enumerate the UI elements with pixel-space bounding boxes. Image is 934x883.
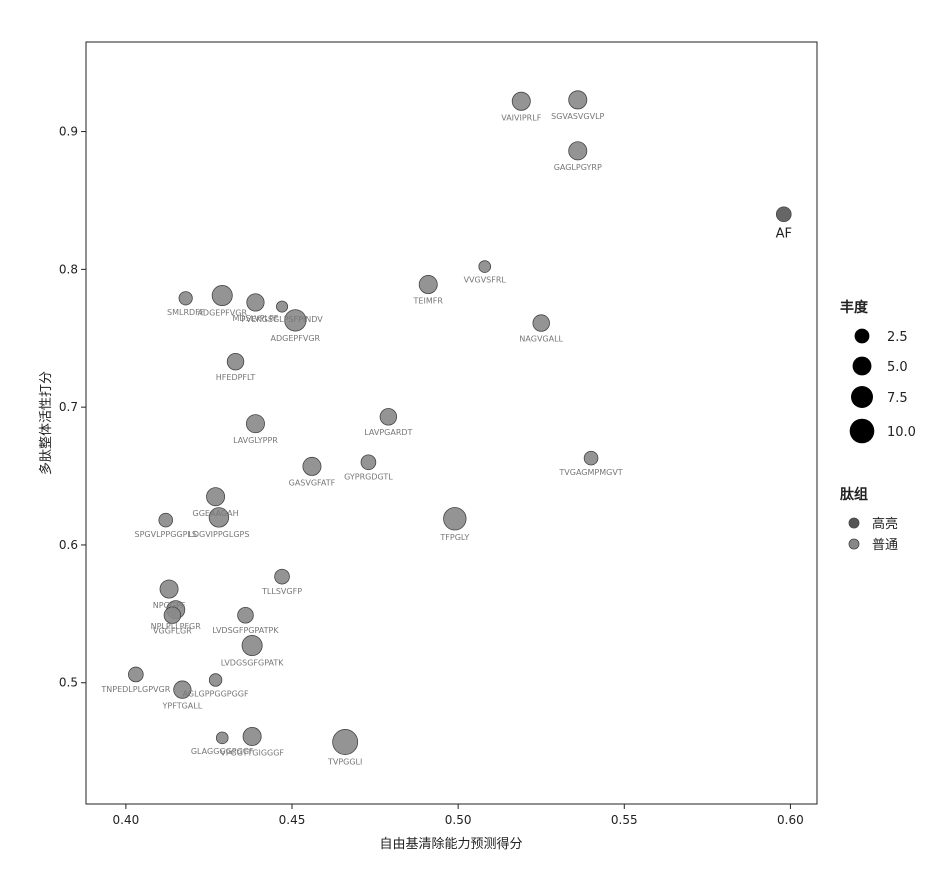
point-label: VAIVIPRLF — [501, 113, 541, 122]
x-tick-label: 0.45 — [279, 813, 306, 827]
size-legend-label: 7.5 — [887, 391, 908, 406]
point-label: LVDSGFPGPATPK — [212, 626, 279, 635]
x-tick-label: 0.50 — [445, 813, 472, 827]
point-label: NAGVGALL — [519, 334, 563, 343]
data-point — [444, 507, 467, 530]
data-point — [247, 294, 264, 311]
point-label: VVGVSFRL — [464, 275, 507, 284]
point-label: AF — [776, 227, 792, 242]
point-label: TNPEDLPLGPVGR — [100, 685, 170, 694]
size-legend-label: 10.0 — [887, 425, 916, 440]
point-label: GYPRGDGTL — [344, 473, 393, 482]
point-label: LDGVIPPGLGPS — [188, 530, 249, 539]
x-tick-label: 0.40 — [113, 813, 140, 827]
point-label: ADGEPFVGR — [271, 334, 321, 343]
data-point — [776, 207, 791, 222]
data-point — [128, 667, 143, 682]
point-label: FVEKGSGLPSFPINDV — [241, 315, 323, 324]
point-label: TFPGLY — [439, 533, 469, 542]
size-legend-key — [851, 386, 873, 408]
data-point — [361, 455, 376, 470]
data-point — [159, 513, 173, 527]
data-point — [276, 301, 287, 312]
size-legend-label: 2.5 — [887, 330, 908, 345]
data-point — [238, 607, 254, 623]
point-label: SGVASVGVLP — [551, 112, 604, 121]
y-tick-label: 0.5 — [59, 676, 78, 690]
data-point — [569, 91, 587, 109]
data-point — [179, 292, 192, 305]
data-point — [419, 275, 437, 293]
size-legend-label: 5.0 — [887, 360, 908, 375]
data-point — [227, 353, 244, 370]
point-label: VGGFLGR — [153, 627, 192, 636]
data-point — [333, 729, 358, 754]
point-label: TLLSVGFP — [261, 587, 302, 596]
point-label: AGLGPPGGPGGF — [183, 689, 249, 698]
data-point — [243, 727, 261, 745]
data-point — [569, 142, 587, 160]
point-label: HFEDPFLT — [216, 373, 256, 382]
group-legend-key — [849, 539, 859, 549]
point-label: LVDGSGFGPATK — [221, 659, 285, 668]
point-label: YPFTGALL — [162, 701, 203, 710]
group-legend-label: 高亮 — [872, 516, 898, 532]
y-axis-title: 多肽整体活性打分 — [38, 371, 54, 475]
data-point — [216, 732, 228, 744]
group-legend-key — [849, 518, 859, 528]
point-label: LAVGLYPPR — [233, 436, 278, 445]
x-tick-label: 0.60 — [777, 813, 804, 827]
group-legend-label: 普通 — [872, 538, 898, 553]
y-tick-label: 0.6 — [59, 538, 78, 552]
size-legend-key — [850, 419, 875, 444]
group-legend-title: 肽组 — [840, 486, 868, 503]
data-point — [212, 285, 232, 305]
point-label: LAVPGARDT — [364, 428, 412, 437]
point-label: GASVGFATF — [289, 478, 336, 487]
size-legend-key — [855, 329, 870, 344]
size-legend-key — [853, 357, 872, 376]
size-legend: 丰度 2.5 5.0 7.5 10.0 — [840, 299, 916, 443]
x-axis: 0.40 0.45 0.50 0.55 0.60 — [113, 804, 804, 827]
data-point — [533, 315, 550, 332]
point-label: TVPGGLI — [327, 758, 362, 767]
data-point — [246, 415, 264, 433]
data-point — [512, 92, 530, 110]
data-point — [303, 457, 321, 475]
point-label: GLAGGGGPGGF — [191, 747, 254, 756]
data-point — [380, 408, 397, 425]
point-label: TVGAGMPMGVT — [558, 468, 622, 477]
y-tick-label: 0.7 — [59, 400, 78, 414]
data-point — [209, 674, 222, 687]
x-axis-title: 自由基清除能力预测得分 — [379, 836, 522, 852]
data-point — [207, 488, 225, 506]
point-label: GGEAAGAH — [193, 509, 239, 518]
data-point — [584, 451, 598, 465]
point-label: TEIMFR — [413, 297, 444, 306]
y-tick-label: 0.9 — [59, 125, 78, 139]
data-point — [479, 261, 491, 273]
x-tick-label: 0.55 — [611, 813, 638, 827]
data-point — [242, 635, 262, 655]
point-label: GAGLPGYRP — [554, 163, 602, 172]
size-legend-title: 丰度 — [840, 299, 869, 316]
data-point — [275, 569, 290, 584]
point-label: NPGGPF — [153, 601, 186, 610]
y-tick-label: 0.8 — [59, 262, 78, 276]
y-axis: 0.5 0.6 0.7 0.8 0.9 — [59, 125, 86, 690]
data-point — [160, 580, 178, 598]
group-legend: 肽组 高亮普通 — [840, 486, 898, 553]
